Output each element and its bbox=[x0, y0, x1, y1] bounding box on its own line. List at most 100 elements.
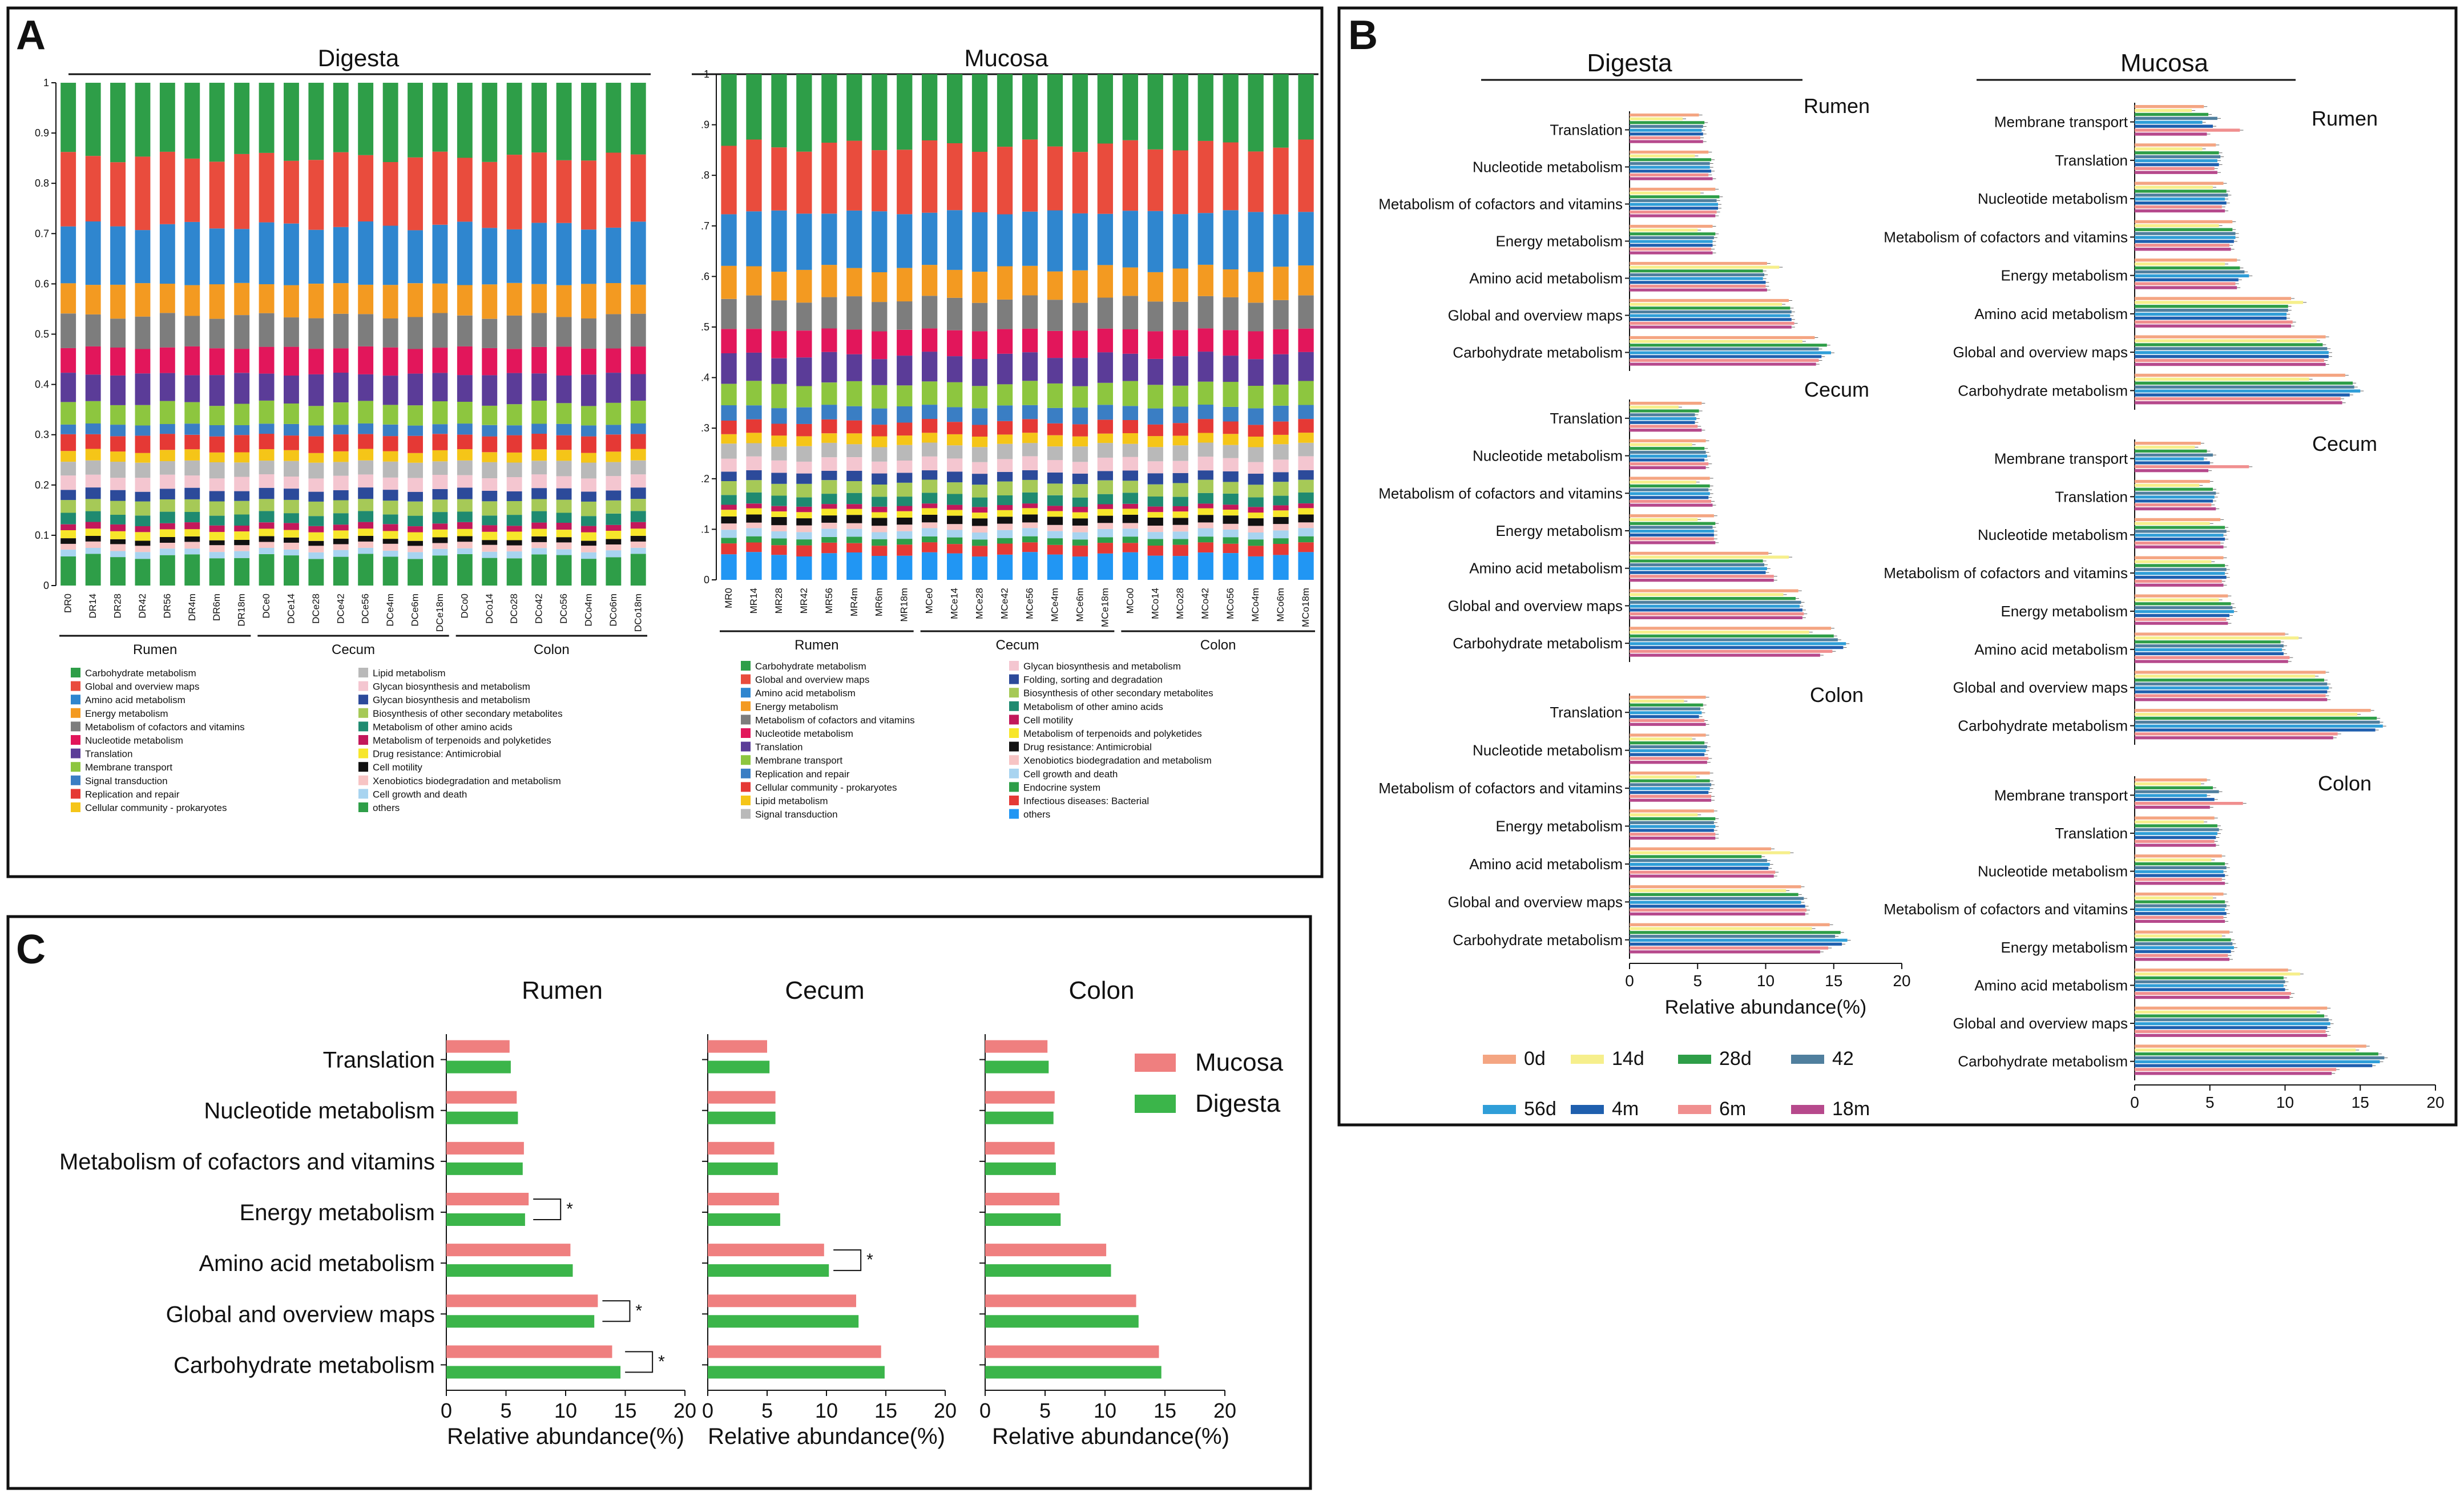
bar bbox=[1630, 847, 1771, 850]
stack-segment bbox=[1298, 328, 1314, 352]
stack-segment bbox=[1147, 512, 1163, 518]
stack-segment bbox=[1172, 556, 1188, 580]
bar-mucosa bbox=[708, 1141, 775, 1155]
bar bbox=[2135, 545, 2224, 548]
bar bbox=[1630, 696, 1706, 699]
stack-segment bbox=[971, 386, 988, 409]
stack-segment bbox=[1298, 405, 1314, 419]
stack-segment bbox=[796, 357, 812, 386]
stack-segment bbox=[1273, 74, 1289, 148]
stack-segment bbox=[947, 515, 963, 524]
stack-segment bbox=[606, 530, 622, 539]
stack-segment bbox=[61, 538, 76, 544]
legend-label: 0d bbox=[1524, 1048, 1546, 1070]
stack-segment bbox=[506, 229, 522, 283]
legend-label: Drug resistance: Antimicrobial bbox=[1023, 742, 1152, 753]
stack-segment bbox=[432, 461, 448, 475]
stack-segment bbox=[581, 406, 596, 426]
bar bbox=[1630, 783, 1712, 786]
stack-segment bbox=[746, 536, 762, 543]
significance-bracket bbox=[833, 1249, 862, 1272]
stack-segment bbox=[1172, 539, 1188, 545]
stack-segment bbox=[821, 143, 837, 214]
stack-segment bbox=[897, 268, 913, 302]
bar-mucosa bbox=[446, 1294, 598, 1308]
bar-digesta bbox=[708, 1366, 885, 1379]
stack-segment bbox=[333, 152, 349, 227]
bar bbox=[1630, 409, 1699, 413]
stack-segment bbox=[184, 554, 200, 586]
stack-segment bbox=[333, 513, 349, 525]
bar bbox=[2135, 942, 2233, 946]
bar bbox=[2135, 189, 2227, 193]
stack-segment bbox=[1273, 214, 1289, 267]
stack-segment bbox=[556, 488, 572, 500]
category-label: Carbohydrate metabolism bbox=[1958, 382, 2128, 399]
stack-segment bbox=[947, 471, 963, 483]
stack-segment bbox=[408, 283, 423, 317]
stack-segment bbox=[796, 483, 812, 498]
bar bbox=[2135, 499, 2213, 503]
bar bbox=[2135, 259, 2237, 262]
stack-segment bbox=[1197, 352, 1213, 382]
stack-segment bbox=[1147, 359, 1163, 385]
stack-segment bbox=[85, 522, 101, 529]
stack-segment bbox=[1072, 545, 1088, 557]
bar bbox=[1630, 833, 1716, 836]
stack-segment bbox=[531, 83, 547, 153]
stack-segment bbox=[382, 376, 398, 405]
stack-segment bbox=[1047, 146, 1063, 211]
stack-segment bbox=[259, 474, 275, 488]
stack-segment bbox=[1298, 479, 1314, 493]
stack-segment bbox=[846, 552, 862, 580]
bar bbox=[1630, 779, 1710, 782]
stack-segment bbox=[358, 541, 374, 548]
stack-segment bbox=[721, 353, 737, 384]
bar bbox=[1630, 567, 1767, 570]
stack-segment bbox=[746, 470, 762, 481]
stack-segment bbox=[947, 553, 963, 580]
stack-segment bbox=[159, 224, 175, 284]
stack-segment bbox=[61, 550, 76, 556]
bar bbox=[1630, 362, 1816, 366]
stack-segment bbox=[1197, 470, 1213, 480]
stack-segment bbox=[771, 531, 787, 539]
stack-segment bbox=[872, 546, 888, 556]
stack-segment bbox=[284, 435, 299, 450]
stack-segment bbox=[308, 462, 324, 479]
stack-segment bbox=[284, 555, 299, 586]
stack-segment bbox=[1248, 507, 1264, 513]
stack-segment bbox=[135, 83, 151, 157]
bar bbox=[1630, 417, 1696, 421]
bar bbox=[1630, 627, 1831, 630]
legend-label: Biosynthesis of other secondary metaboli… bbox=[373, 708, 563, 719]
stack-segment bbox=[746, 528, 762, 536]
x-tick-label: 10 bbox=[2276, 1094, 2294, 1111]
bar bbox=[1630, 526, 1713, 529]
stack-segment bbox=[457, 499, 473, 512]
category-label: Translation bbox=[2055, 152, 2128, 169]
stack-segment bbox=[382, 477, 398, 490]
stack-segment bbox=[358, 511, 374, 522]
stack-segment bbox=[630, 449, 646, 461]
bar bbox=[1630, 496, 1709, 499]
legend-label: Amino acid metabolism bbox=[85, 695, 185, 705]
stack-segment bbox=[1248, 556, 1264, 580]
group-label: Cecum bbox=[332, 642, 375, 657]
bar-digesta bbox=[708, 1264, 829, 1277]
sample-label: MR42 bbox=[799, 588, 809, 614]
stack-segment bbox=[85, 499, 101, 511]
legend-swatch bbox=[1483, 1055, 1516, 1064]
legend-swatch bbox=[741, 782, 751, 792]
bar bbox=[2135, 236, 2236, 239]
bar bbox=[1630, 170, 1712, 173]
legend-label: Cell growth and death bbox=[373, 789, 467, 800]
bar bbox=[1630, 809, 1714, 813]
panel-b-site-title: Cecum bbox=[1804, 378, 1869, 401]
stack-segment bbox=[581, 436, 596, 453]
stack-segment bbox=[1072, 532, 1088, 540]
sample-label: DCe56 bbox=[360, 594, 371, 624]
bar bbox=[1630, 931, 1841, 934]
stack-segment bbox=[721, 458, 737, 472]
stack-segment bbox=[746, 405, 762, 419]
